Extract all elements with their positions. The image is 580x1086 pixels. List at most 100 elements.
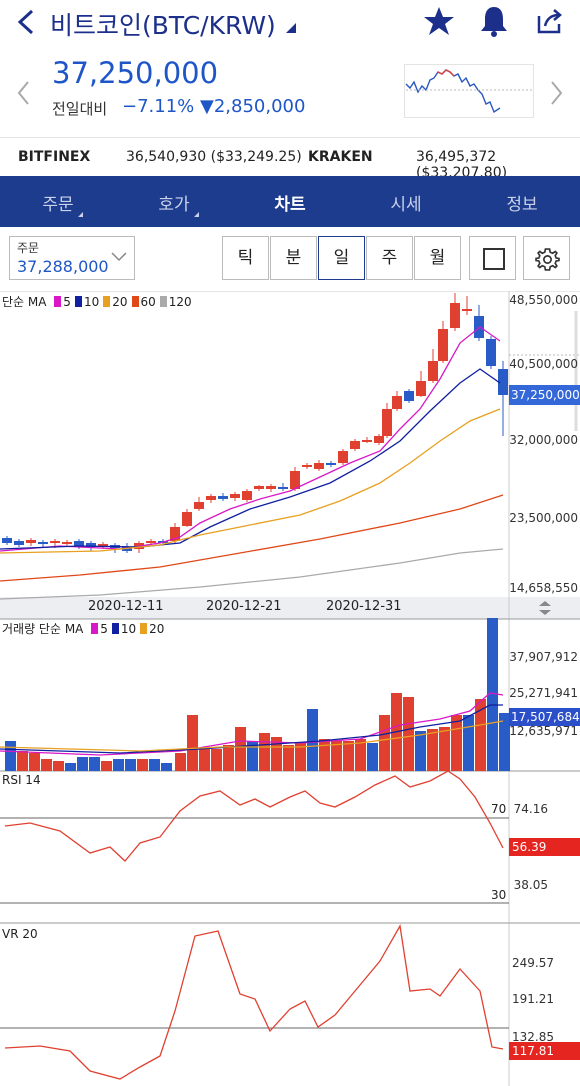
resize-handle-icon[interactable] [537, 600, 553, 616]
legend-swatch [131, 296, 139, 307]
volume-bar [379, 715, 390, 771]
volume-bar [259, 733, 270, 771]
tab-chart[interactable]: 차트 [274, 195, 306, 215]
gear-icon [535, 248, 560, 271]
tab-orderbook[interactable]: 호가 [116, 190, 232, 217]
mini-chart[interactable] [404, 64, 534, 118]
candle [382, 409, 392, 436]
candle [146, 541, 156, 543]
page-title[interactable]: 비트코인(BTC/KRW) [50, 11, 276, 40]
candle [14, 541, 24, 545]
vr-line [4, 924, 504, 1080]
rsi-level-30: 30 [491, 888, 507, 902]
y-axis-label: 191.21 [512, 992, 554, 1006]
period-month[interactable]: 월 [414, 236, 461, 280]
y-axis-label: 38.05 [513, 878, 548, 892]
volume-bar [451, 715, 462, 771]
y-axis-label: 132.85 [512, 1030, 554, 1044]
tab-order[interactable]: 주문 [0, 190, 116, 217]
candle [392, 396, 402, 409]
candle [230, 494, 240, 498]
ma-label: 단순 MA [2, 295, 47, 309]
prev-arrow-icon[interactable] [16, 80, 32, 106]
volume-bar [113, 759, 124, 771]
legend-label: 10 [120, 622, 137, 636]
volume-bar [355, 739, 366, 771]
volume-bar [415, 731, 426, 771]
back-icon[interactable] [14, 8, 38, 36]
tab-info[interactable]: 정보 [506, 195, 538, 215]
vol-ma20-line [0, 720, 504, 752]
bell-icon[interactable] [478, 4, 510, 38]
y-axis-label: 23,500,000 [509, 511, 578, 525]
period-week[interactable]: 주 [366, 236, 413, 280]
candle [314, 463, 324, 469]
candle [338, 451, 348, 463]
volume-bar [247, 741, 258, 771]
candle [462, 309, 472, 311]
next-arrow-icon[interactable] [549, 80, 565, 106]
dropdown-icon[interactable] [284, 22, 298, 34]
volume-bar [17, 751, 28, 771]
ma60-line [0, 494, 504, 582]
candle [206, 496, 216, 500]
period-day[interactable]: 일 [318, 236, 365, 280]
order-value: 37,288,000 [17, 257, 109, 276]
candle [450, 303, 460, 328]
period-minute[interactable]: 분 [270, 236, 317, 280]
legend-swatch [74, 296, 82, 307]
candle [254, 486, 264, 489]
candle [170, 527, 180, 541]
current-rsi-tag: 56.39 [509, 838, 580, 856]
candle [242, 491, 252, 500]
legend-label: 10 [83, 295, 100, 309]
tab-market-price[interactable]: 시세 [390, 195, 422, 215]
volume-bar [101, 761, 112, 771]
volume-bar [137, 759, 148, 771]
current-vr-tag: 117.81 [509, 1042, 580, 1060]
candle [2, 538, 12, 543]
volume-bar [175, 753, 186, 771]
top-bar: 비트코인(BTC/KRW) [0, 0, 580, 46]
volume-bar [487, 618, 498, 771]
ma120-line [0, 548, 504, 600]
order-dropdown[interactable]: 주문 37,288,000 [9, 236, 135, 280]
ma-label: 거래량 단순 MA [2, 622, 84, 636]
legend-swatch [159, 296, 167, 307]
chevron-down-icon [111, 252, 127, 262]
share-icon[interactable] [535, 6, 565, 36]
volume-bar [89, 757, 100, 771]
volume-bar [271, 737, 282, 771]
star-icon[interactable] [422, 5, 456, 37]
volume-bar [427, 729, 438, 771]
candle [486, 339, 496, 366]
y-axis-label: 32,000,000 [509, 433, 578, 447]
period-tick[interactable]: 틱 [222, 236, 269, 280]
exchange-name: KRAKEN [308, 149, 373, 165]
y-axis-label: 14,658,550 [509, 581, 578, 595]
current-volume-tag: 17,507,684 [509, 708, 580, 726]
volume-bar [439, 727, 450, 771]
square-icon [483, 248, 505, 270]
current-price-tag: 37,250,000 [509, 385, 580, 405]
candle [404, 391, 414, 401]
volume-bar [283, 745, 294, 771]
chart-area[interactable] [0, 291, 580, 1086]
x-axis-label: 2020-12-21 [206, 599, 282, 614]
rsi-line [4, 770, 504, 862]
legend-label: 5 [100, 622, 108, 636]
settings-button[interactable] [523, 236, 570, 280]
main-tabs: 주문 호가 차트 시세 정보 [0, 176, 580, 227]
chart-type-button[interactable] [469, 236, 516, 280]
candle [50, 541, 60, 543]
volume-bar [235, 727, 246, 771]
vol-ma10-line [0, 704, 503, 754]
candle [326, 463, 336, 465]
volume-bar [319, 739, 330, 771]
candle [362, 440, 372, 442]
candle [278, 487, 288, 489]
x-axis-label: 2020-12-31 [326, 599, 402, 614]
volume-bar [343, 741, 354, 771]
candle [350, 441, 360, 449]
volume-bar [187, 715, 198, 771]
